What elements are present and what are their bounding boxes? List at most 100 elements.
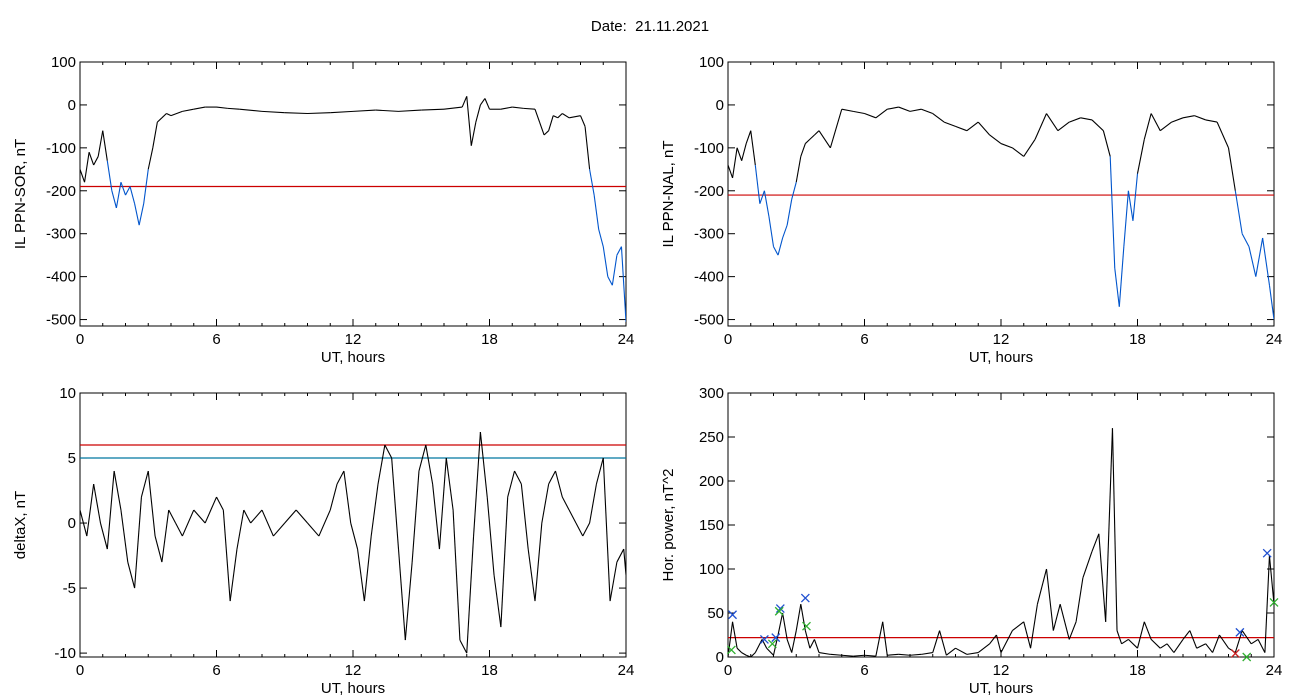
series-segment	[611, 255, 618, 286]
series-segment	[216, 496, 224, 511]
series-segment	[732, 621, 738, 649]
series-segment	[1046, 113, 1059, 131]
series-segment	[1205, 643, 1214, 653]
series-segment	[370, 483, 379, 537]
x-axis-label: UT, hours	[969, 349, 1033, 366]
series-segment	[140, 470, 149, 498]
series-segment	[80, 169, 86, 183]
series-segment	[1182, 115, 1195, 119]
series-segment	[466, 96, 472, 146]
chart-panel-hor-power: 0 6 12 18 24 0 50 100 150 200 250 300 UT, hours Hor. …	[660, 385, 1282, 697]
series-segment	[272, 522, 286, 537]
series-segment	[569, 115, 581, 119]
series-segment	[138, 203, 145, 226]
series-segment	[99, 522, 108, 550]
series-segment	[261, 509, 274, 537]
x-tick-label: 18	[481, 662, 498, 679]
series-segment	[864, 112, 877, 119]
series-segment	[921, 108, 933, 115]
series-segment	[216, 106, 228, 109]
series-segment	[543, 130, 550, 136]
series-segment	[168, 509, 177, 524]
series-segment	[1132, 173, 1139, 221]
series-segment	[500, 497, 509, 628]
series-segment	[318, 509, 331, 537]
series-segment	[1068, 621, 1077, 640]
series-segment	[466, 536, 475, 654]
series-segment	[1000, 143, 1013, 149]
series-segment	[1227, 147, 1236, 191]
x-tick-label: 24	[1266, 331, 1283, 348]
series-segment	[568, 509, 577, 524]
series-segment	[527, 548, 536, 602]
series-segment	[175, 522, 183, 537]
plot-area	[728, 428, 1274, 657]
series-segment	[523, 107, 536, 110]
series-segment	[1023, 138, 1036, 157]
series-segment	[1150, 113, 1161, 131]
y-tick-label: 0	[68, 515, 76, 532]
y-tick-label: 50	[707, 605, 724, 622]
series-segment	[411, 470, 420, 563]
series-segment	[977, 121, 991, 136]
series-segment	[80, 509, 88, 537]
series-segment	[795, 604, 802, 631]
series-segment	[421, 108, 445, 111]
x-tick-label: 6	[860, 662, 868, 679]
plot-frame	[727, 392, 1275, 658]
series-segment	[1121, 638, 1129, 645]
series-segment	[732, 147, 738, 178]
series-segment	[589, 483, 597, 524]
series-segment	[1143, 113, 1152, 140]
series-segment	[193, 106, 206, 110]
series-segment	[786, 639, 793, 653]
series-segment	[1262, 237, 1270, 286]
series-segment	[147, 470, 156, 537]
series-segment	[129, 186, 136, 204]
series-segment	[777, 612, 784, 636]
series-segment	[1102, 130, 1111, 157]
series-segment	[1045, 568, 1054, 631]
y-tick-label: -100	[46, 140, 76, 157]
series-segment	[584, 126, 591, 170]
series-segment	[955, 647, 968, 655]
peak-marker-blue	[1235, 627, 1245, 637]
x-tick-label: 6	[860, 331, 868, 348]
series-segment	[593, 195, 600, 230]
y-tick-label: 250	[699, 429, 724, 446]
series-segment	[736, 647, 743, 653]
series-segment	[939, 630, 947, 656]
series-segment	[1012, 147, 1025, 157]
series-segment	[561, 496, 570, 511]
series-segment	[921, 652, 933, 655]
series-segment	[1194, 115, 1206, 121]
y-tick-label: 10	[59, 385, 76, 402]
series-segment	[795, 156, 802, 183]
series-segment	[813, 639, 820, 653]
series-segment	[1082, 551, 1093, 578]
y-tick-label: 5	[68, 450, 76, 467]
series-segment	[1234, 190, 1243, 234]
series-segment	[239, 108, 263, 112]
series-segment	[768, 216, 775, 247]
x-tick-label: 0	[724, 662, 732, 679]
peak-marker-red	[1230, 649, 1240, 658]
series-segment	[548, 115, 554, 131]
y-tick-label: 0	[716, 649, 724, 666]
series-segment	[443, 106, 463, 110]
series-segment	[520, 483, 529, 550]
peak-marker-blue	[775, 604, 785, 614]
series-segment	[620, 246, 626, 322]
series-segment	[736, 147, 743, 161]
series-segment	[1241, 630, 1252, 645]
y-axis-label: IL PPN-NAL, nT	[660, 141, 677, 248]
series-segment	[493, 574, 502, 628]
series-segment	[1098, 533, 1107, 622]
series-segment	[1264, 555, 1270, 653]
series-segment	[120, 509, 129, 563]
series-segment	[113, 470, 122, 511]
series-segment	[989, 634, 997, 645]
series-segment	[143, 169, 149, 204]
series-segment	[1091, 533, 1100, 552]
series-segment	[154, 535, 163, 563]
